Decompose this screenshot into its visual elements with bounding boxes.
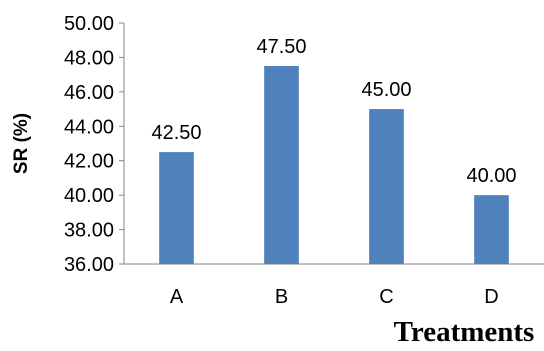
data-label: 42.50 xyxy=(151,122,201,144)
data-label: 40.00 xyxy=(466,165,516,187)
bar xyxy=(474,195,509,264)
bar xyxy=(264,66,299,265)
data-labels: 42.50 47.50 45.00 40.00 xyxy=(151,36,516,187)
y-tick-labels: 36.00 38.00 40.00 42.00 44.00 46.00 48.00 50.00 xyxy=(64,13,114,276)
y-axis-label: SR (%) xyxy=(11,113,32,174)
y-tick-label: 38.00 xyxy=(64,220,114,242)
y-tick-label: 48.00 xyxy=(64,47,114,69)
y-tick-label: 50.00 xyxy=(64,13,114,35)
category-label: B xyxy=(275,286,288,308)
bar xyxy=(159,152,194,264)
category-label: A xyxy=(170,286,184,308)
bars xyxy=(159,66,509,265)
y-tick-label: 42.00 xyxy=(64,151,114,173)
y-tick-label: 36.00 xyxy=(64,254,114,276)
bar xyxy=(369,109,404,264)
y-tick-marks xyxy=(119,22,124,265)
x-axis-label: Treatments xyxy=(394,316,535,348)
y-tick-label: 44.00 xyxy=(64,116,114,138)
data-label: 45.00 xyxy=(361,79,411,101)
category-label: C xyxy=(379,286,393,308)
category-label: D xyxy=(484,286,498,308)
y-tick-label: 40.00 xyxy=(64,185,114,207)
y-tick-label: 46.00 xyxy=(64,82,114,104)
category-labels: A B C D xyxy=(170,286,499,308)
data-label: 47.50 xyxy=(256,36,306,58)
